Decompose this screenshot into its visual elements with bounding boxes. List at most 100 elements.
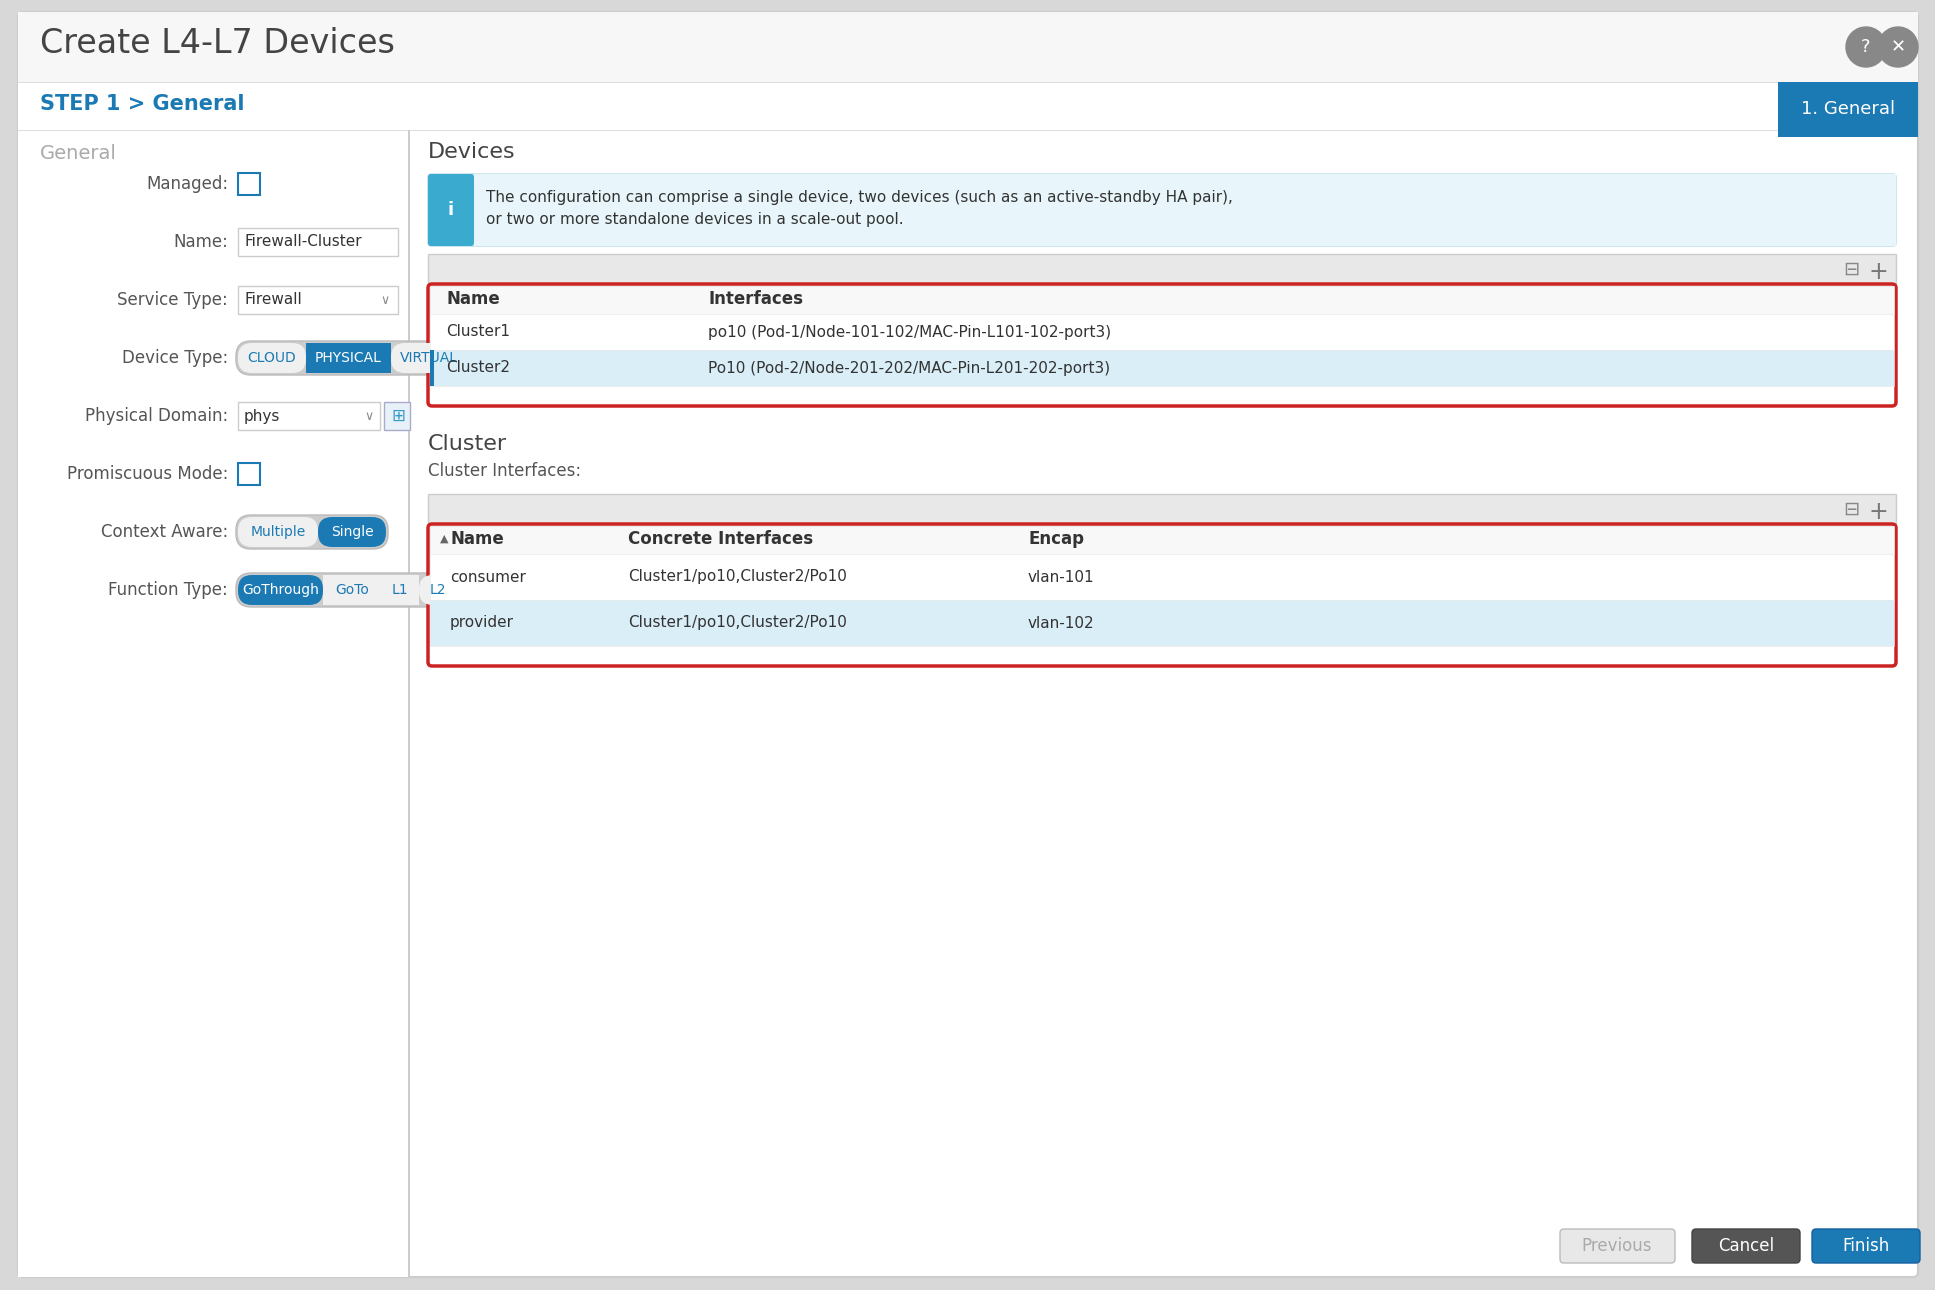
Text: Finish: Finish bbox=[1842, 1237, 1890, 1255]
FancyBboxPatch shape bbox=[391, 343, 466, 373]
FancyBboxPatch shape bbox=[236, 341, 468, 375]
Bar bbox=[430, 553, 1894, 600]
Text: Cluster2: Cluster2 bbox=[445, 360, 511, 375]
Bar bbox=[238, 402, 379, 430]
Text: +: + bbox=[1867, 261, 1889, 284]
Bar bbox=[430, 350, 1894, 386]
Bar bbox=[430, 313, 1894, 350]
Text: CLOUD: CLOUD bbox=[248, 351, 296, 365]
Text: Devices: Devices bbox=[428, 142, 515, 163]
Text: Cluster: Cluster bbox=[428, 433, 507, 454]
Text: Context Aware:: Context Aware: bbox=[101, 522, 228, 541]
Text: ✕: ✕ bbox=[1890, 37, 1906, 55]
Bar bbox=[383, 402, 410, 430]
Text: 1. General: 1. General bbox=[1801, 101, 1894, 117]
Text: Cancel: Cancel bbox=[1718, 1237, 1774, 1255]
Bar bbox=[430, 526, 1894, 553]
Text: vlan-101: vlan-101 bbox=[1027, 569, 1095, 584]
Text: Managed:: Managed: bbox=[145, 175, 228, 194]
Text: Firewall-Cluster: Firewall-Cluster bbox=[244, 235, 362, 249]
Bar bbox=[17, 83, 1918, 130]
Bar bbox=[474, 174, 1896, 246]
FancyBboxPatch shape bbox=[420, 575, 457, 605]
Text: The configuration can comprise a single device, two devices (such as an active-s: The configuration can comprise a single … bbox=[486, 190, 1233, 205]
FancyBboxPatch shape bbox=[238, 517, 317, 547]
FancyBboxPatch shape bbox=[317, 517, 385, 547]
Text: L1: L1 bbox=[391, 583, 408, 597]
Text: Encap: Encap bbox=[1027, 530, 1084, 548]
Text: ⊟: ⊟ bbox=[1842, 499, 1860, 519]
Bar bbox=[430, 313, 1894, 350]
Text: Service Type:: Service Type: bbox=[118, 292, 228, 310]
Text: L2: L2 bbox=[430, 583, 447, 597]
Bar bbox=[323, 575, 381, 605]
Text: ▲: ▲ bbox=[439, 534, 449, 544]
Bar bbox=[430, 600, 1894, 646]
Circle shape bbox=[1879, 27, 1918, 67]
Text: Previous: Previous bbox=[1581, 1237, 1652, 1255]
Text: ?: ? bbox=[1861, 37, 1871, 55]
Text: Promiscuous Mode:: Promiscuous Mode: bbox=[66, 464, 228, 482]
Text: po10 (Pod-1/Node-101-102/MAC-Pin-L101-102-port3): po10 (Pod-1/Node-101-102/MAC-Pin-L101-10… bbox=[708, 325, 1111, 339]
Text: Name: Name bbox=[451, 530, 503, 548]
Bar bbox=[238, 463, 259, 485]
Text: Cluster1: Cluster1 bbox=[445, 325, 511, 339]
Text: Concrete Interfaces: Concrete Interfaces bbox=[629, 530, 813, 548]
Bar bbox=[430, 600, 1894, 646]
Text: General: General bbox=[41, 144, 116, 163]
Bar bbox=[428, 494, 1896, 524]
Text: or two or more standalone devices in a scale-out pool.: or two or more standalone devices in a s… bbox=[486, 212, 904, 227]
FancyBboxPatch shape bbox=[428, 284, 1896, 406]
FancyBboxPatch shape bbox=[1811, 1229, 1920, 1263]
Circle shape bbox=[1846, 27, 1887, 67]
Text: Firewall: Firewall bbox=[244, 293, 302, 307]
Text: ⊞: ⊞ bbox=[391, 408, 404, 424]
Bar bbox=[17, 130, 408, 1277]
Text: ∨: ∨ bbox=[366, 409, 373, 423]
FancyBboxPatch shape bbox=[1560, 1229, 1676, 1263]
Bar bbox=[430, 350, 433, 386]
Bar bbox=[428, 254, 1896, 284]
Text: VIRTUAL: VIRTUAL bbox=[399, 351, 457, 365]
FancyBboxPatch shape bbox=[428, 174, 1896, 246]
Bar bbox=[381, 575, 420, 605]
Text: Name:: Name: bbox=[172, 233, 228, 252]
Bar bbox=[238, 228, 399, 255]
Bar bbox=[430, 286, 1894, 313]
Text: Create L4-L7 Devices: Create L4-L7 Devices bbox=[41, 27, 395, 61]
Text: STEP 1 > General: STEP 1 > General bbox=[41, 94, 244, 114]
FancyBboxPatch shape bbox=[238, 575, 323, 605]
Text: Cluster1/po10,Cluster2/Po10: Cluster1/po10,Cluster2/Po10 bbox=[629, 615, 848, 631]
Text: Cluster Interfaces:: Cluster Interfaces: bbox=[428, 462, 580, 480]
Text: PHYSICAL: PHYSICAL bbox=[315, 351, 381, 365]
Text: ⊟: ⊟ bbox=[1842, 259, 1860, 279]
Text: Po10 (Pod-2/Node-201-202/MAC-Pin-L201-202-port3): Po10 (Pod-2/Node-201-202/MAC-Pin-L201-20… bbox=[708, 360, 1111, 375]
Bar bbox=[430, 553, 1894, 600]
Text: GoTo: GoTo bbox=[335, 583, 370, 597]
Bar bbox=[17, 12, 1918, 83]
FancyBboxPatch shape bbox=[428, 174, 474, 246]
Text: vlan-102: vlan-102 bbox=[1027, 615, 1095, 631]
FancyBboxPatch shape bbox=[238, 343, 306, 373]
Text: phys: phys bbox=[244, 409, 281, 423]
Text: Multiple: Multiple bbox=[250, 525, 306, 539]
Text: i: i bbox=[447, 201, 455, 219]
FancyBboxPatch shape bbox=[17, 12, 1918, 1277]
Text: Function Type:: Function Type: bbox=[108, 580, 228, 599]
Text: +: + bbox=[1867, 501, 1889, 524]
Text: Name: Name bbox=[445, 290, 499, 308]
Bar bbox=[1778, 83, 1918, 137]
FancyBboxPatch shape bbox=[1691, 1229, 1800, 1263]
Bar bbox=[238, 286, 399, 313]
Bar bbox=[306, 343, 391, 373]
FancyBboxPatch shape bbox=[428, 524, 1896, 666]
FancyBboxPatch shape bbox=[236, 515, 389, 550]
Text: Single: Single bbox=[331, 525, 373, 539]
Text: Cluster1/po10,Cluster2/Po10: Cluster1/po10,Cluster2/Po10 bbox=[629, 569, 848, 584]
Bar bbox=[238, 173, 259, 195]
Text: Physical Domain:: Physical Domain: bbox=[85, 408, 228, 424]
Text: GoThrough: GoThrough bbox=[242, 583, 319, 597]
FancyBboxPatch shape bbox=[236, 573, 459, 608]
Text: provider: provider bbox=[451, 615, 515, 631]
Circle shape bbox=[435, 194, 466, 226]
